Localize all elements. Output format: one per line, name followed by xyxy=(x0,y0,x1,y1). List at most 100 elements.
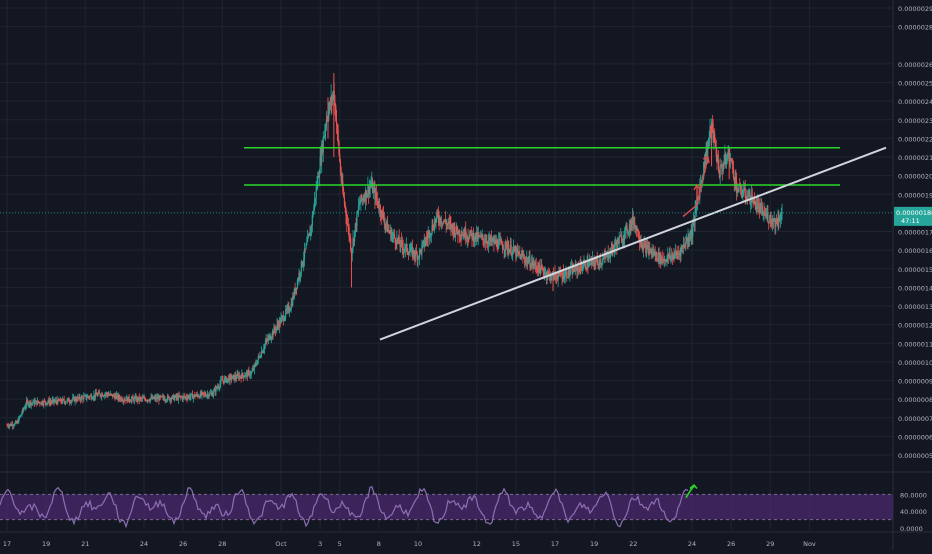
time-axis[interactable]: 17 19 21 24 26 28 Oct 3 5 8 10 12 15 17 19 22 24 26 29 Nov xyxy=(3,540,816,548)
candle-body xyxy=(362,198,364,201)
candle-body xyxy=(328,109,330,119)
candle-body xyxy=(184,396,187,398)
trendline[interactable] xyxy=(379,146,887,341)
candle-body xyxy=(639,242,641,243)
candle-body xyxy=(753,197,755,205)
candle-body xyxy=(359,202,361,204)
candle-body xyxy=(671,254,674,260)
candle-body xyxy=(596,257,598,261)
candle-body xyxy=(304,248,306,250)
candle-body xyxy=(429,231,431,238)
candle-body xyxy=(353,238,355,242)
candle-body xyxy=(126,397,129,402)
candle-body xyxy=(195,395,197,397)
candle-body xyxy=(660,256,663,263)
candle-body xyxy=(11,424,14,427)
candle-body xyxy=(343,196,346,204)
candle-body xyxy=(479,235,481,237)
candle-body xyxy=(114,396,116,400)
candle-body xyxy=(70,400,72,403)
candle-body xyxy=(255,363,257,365)
candle-body xyxy=(439,217,441,223)
candle-body xyxy=(159,395,161,401)
candle-body xyxy=(566,277,569,279)
candle-body xyxy=(641,244,643,246)
candle-body xyxy=(451,224,454,228)
candle-body xyxy=(199,392,201,398)
candle-body xyxy=(676,252,678,255)
candle-body xyxy=(274,329,277,331)
candle-body xyxy=(667,254,670,258)
candle-body xyxy=(591,260,593,264)
candle-body xyxy=(556,278,558,280)
current-price-box xyxy=(894,206,932,226)
candle-body xyxy=(508,248,510,254)
candle-body xyxy=(242,375,245,378)
candle-body xyxy=(532,260,534,267)
candle-body xyxy=(769,215,771,222)
candle-body xyxy=(12,425,14,427)
candle-body xyxy=(588,265,590,268)
candle-body xyxy=(524,260,526,263)
candle-body xyxy=(85,395,87,399)
candle-body xyxy=(509,244,511,250)
candle-body xyxy=(213,388,216,391)
candle-body xyxy=(391,235,393,240)
candle-body xyxy=(440,217,442,224)
candle-body xyxy=(245,373,247,376)
candle-body xyxy=(519,254,522,260)
candle-body xyxy=(180,396,183,398)
candle-body xyxy=(283,319,285,321)
candle-body xyxy=(210,392,212,394)
candle-body xyxy=(15,421,17,424)
candle-body xyxy=(352,238,354,249)
candle-body xyxy=(560,274,562,276)
candle-body xyxy=(332,96,334,101)
candle-body xyxy=(664,259,666,261)
candle-body xyxy=(544,273,546,276)
candle-body xyxy=(389,231,391,234)
candle-body xyxy=(573,271,576,272)
candle-body xyxy=(315,187,317,199)
candle-body xyxy=(364,190,367,201)
candle-body xyxy=(412,250,414,257)
candle-body xyxy=(94,394,96,398)
candle-body xyxy=(19,415,21,418)
candle-body xyxy=(447,221,450,224)
candle-body xyxy=(642,245,644,251)
candle-body xyxy=(290,303,292,310)
candle-body xyxy=(278,325,280,328)
projection-arrowhead xyxy=(702,156,710,164)
candle-body xyxy=(507,248,509,251)
candle-body xyxy=(445,222,447,226)
candle-body xyxy=(224,376,227,379)
candle-body xyxy=(709,126,711,137)
price-tick-label: 0.00000050 xyxy=(898,452,932,460)
drawing-tools[interactable] xyxy=(244,146,887,341)
candle-body xyxy=(166,395,169,401)
candle-body xyxy=(467,236,469,239)
candle-body xyxy=(51,401,53,403)
candle-body xyxy=(380,213,382,218)
candle-body xyxy=(379,205,381,210)
candle-body xyxy=(316,185,318,188)
candle-body xyxy=(50,401,52,403)
candle-body xyxy=(83,396,85,400)
candle-body xyxy=(299,273,301,276)
candle-body xyxy=(764,213,767,217)
candle-body xyxy=(501,244,504,250)
candle-body xyxy=(504,249,506,251)
candle-body xyxy=(581,266,583,270)
candle-body xyxy=(236,374,238,379)
candle-body xyxy=(188,395,191,399)
candle-body xyxy=(353,230,356,242)
candle-body xyxy=(139,397,141,401)
candle-body xyxy=(555,275,557,277)
candle-body xyxy=(597,260,599,264)
